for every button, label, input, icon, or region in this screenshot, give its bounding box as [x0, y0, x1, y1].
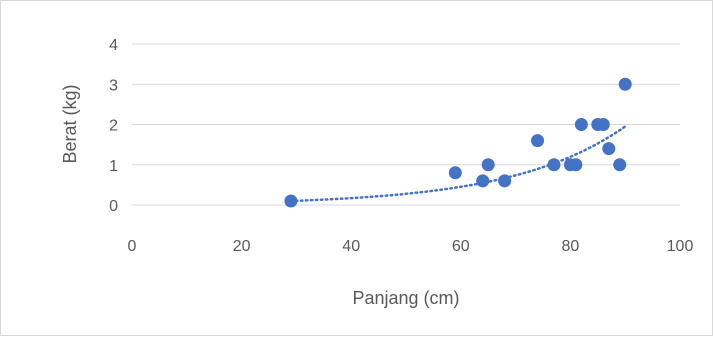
x-tick-label: 100 [667, 238, 694, 255]
x-tick-label: 60 [452, 238, 470, 255]
x-tick-labels: 0 20 40 60 80 100 [128, 238, 694, 255]
data-points [284, 77, 632, 208]
data-point [574, 118, 588, 131]
data-point [613, 158, 627, 172]
trendline-path [289, 125, 627, 203]
data-point [448, 166, 462, 180]
data-point [531, 134, 545, 148]
y-tick-labels: 0 1 2 3 4 [109, 37, 118, 215]
data-point [569, 158, 583, 172]
data-point [498, 174, 512, 188]
x-tick-label: 0 [128, 238, 137, 255]
x-tick-label: 20 [233, 238, 251, 255]
y-tick-label: 3 [109, 77, 118, 94]
y-tick-label: 0 [109, 198, 118, 215]
x-axis-title: Panjang (cm) [352, 288, 459, 308]
y-tick-label: 1 [109, 158, 118, 175]
data-point [476, 174, 490, 188]
x-tick-label: 40 [342, 238, 360, 255]
trendline [289, 125, 627, 203]
data-point [547, 158, 561, 172]
x-tick-label: 80 [562, 238, 580, 255]
data-point [284, 194, 298, 208]
data-point [481, 158, 495, 172]
y-tick-label: 4 [109, 37, 118, 54]
y-tick-label: 2 [109, 118, 118, 135]
data-point [596, 118, 610, 131]
y-axis-title: Berat (kg) [60, 84, 80, 163]
data-point [618, 77, 632, 91]
gridlines [132, 43, 680, 206]
data-point [602, 142, 616, 156]
